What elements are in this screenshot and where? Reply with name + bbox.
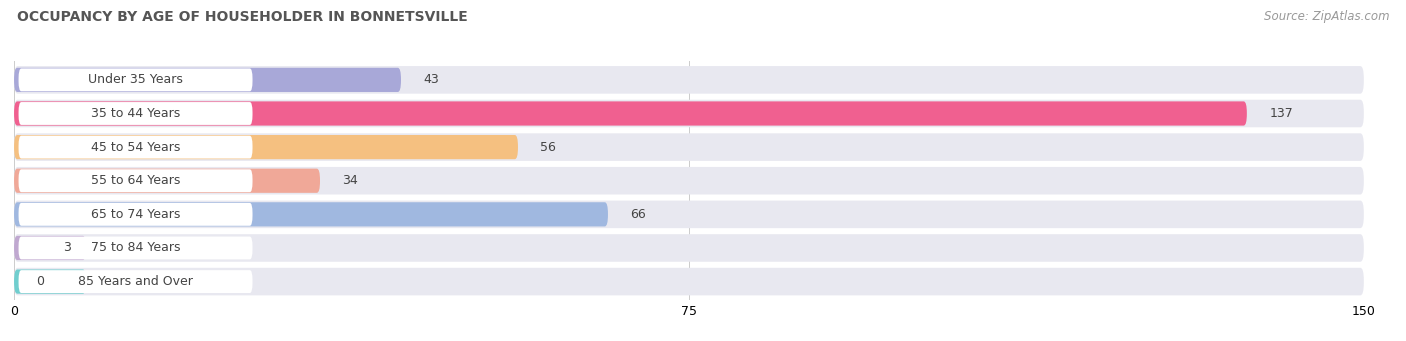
Text: 35 to 44 Years: 35 to 44 Years — [91, 107, 180, 120]
Text: 55 to 64 Years: 55 to 64 Years — [91, 174, 180, 187]
Text: 85 Years and Over: 85 Years and Over — [79, 275, 193, 288]
Text: 34: 34 — [343, 174, 359, 187]
Text: 75 to 84 Years: 75 to 84 Years — [91, 241, 180, 254]
FancyBboxPatch shape — [18, 169, 253, 192]
FancyBboxPatch shape — [18, 203, 253, 226]
FancyBboxPatch shape — [18, 237, 253, 260]
FancyBboxPatch shape — [18, 69, 253, 91]
FancyBboxPatch shape — [14, 201, 1364, 228]
Text: 43: 43 — [423, 73, 439, 86]
Text: 65 to 74 Years: 65 to 74 Years — [91, 208, 180, 221]
FancyBboxPatch shape — [14, 68, 401, 92]
Text: 137: 137 — [1270, 107, 1294, 120]
Text: Under 35 Years: Under 35 Years — [89, 73, 183, 86]
FancyBboxPatch shape — [14, 66, 1364, 94]
FancyBboxPatch shape — [14, 234, 1364, 262]
FancyBboxPatch shape — [14, 268, 1364, 295]
Text: OCCUPANCY BY AGE OF HOUSEHOLDER IN BONNETSVILLE: OCCUPANCY BY AGE OF HOUSEHOLDER IN BONNE… — [17, 10, 468, 24]
FancyBboxPatch shape — [14, 135, 517, 159]
Text: 3: 3 — [63, 241, 72, 254]
FancyBboxPatch shape — [18, 136, 253, 159]
FancyBboxPatch shape — [14, 236, 86, 260]
FancyBboxPatch shape — [14, 101, 1247, 125]
Text: 66: 66 — [630, 208, 647, 221]
FancyBboxPatch shape — [14, 167, 1364, 194]
FancyBboxPatch shape — [14, 202, 607, 226]
Text: 0: 0 — [37, 275, 45, 288]
FancyBboxPatch shape — [14, 133, 1364, 161]
Text: Source: ZipAtlas.com: Source: ZipAtlas.com — [1264, 10, 1389, 23]
FancyBboxPatch shape — [14, 269, 86, 294]
FancyBboxPatch shape — [18, 270, 253, 293]
FancyBboxPatch shape — [18, 102, 253, 125]
FancyBboxPatch shape — [14, 169, 321, 193]
FancyBboxPatch shape — [14, 100, 1364, 127]
Text: 56: 56 — [540, 140, 557, 153]
Text: 45 to 54 Years: 45 to 54 Years — [91, 140, 180, 153]
